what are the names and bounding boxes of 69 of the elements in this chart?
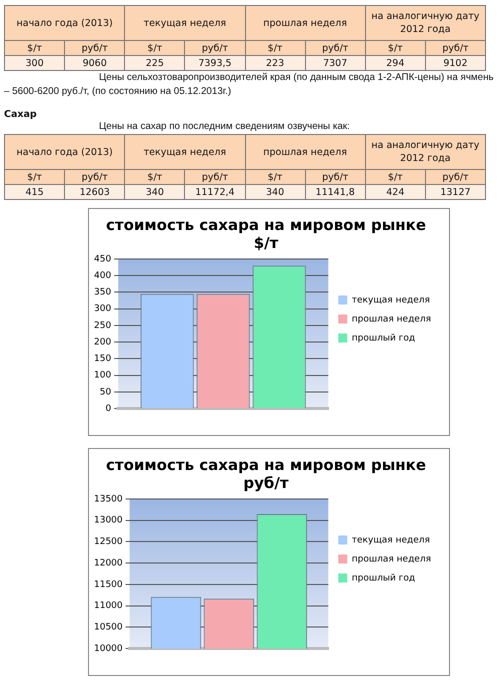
text: текущая неделя xyxy=(124,134,245,170)
y-tick-label: 150 xyxy=(94,354,112,364)
text: $/т xyxy=(245,170,306,184)
y-tick-label: 11500 xyxy=(94,580,123,590)
text: руб/т xyxy=(184,40,245,56)
y-tick-label: 250 xyxy=(94,320,112,331)
text: 7393,5 xyxy=(184,56,245,70)
text: руб/т xyxy=(305,40,366,56)
legend-label: прошлая неделя xyxy=(352,554,432,564)
chart-title: стоимость сахара на мировом рынке $/т xyxy=(106,216,426,252)
text: 225 xyxy=(124,56,185,70)
y-tick-label: 200 xyxy=(94,337,112,348)
text: Цены сельхозтоваропроизводителей края (по данным свода 1-2-АПК-цены) на ячмень – 5600-6200 руб./т, (по состоянию на 05.12.2013г.) xyxy=(3,71,495,99)
y-tick-label: 400 xyxy=(94,270,112,281)
text: $/т xyxy=(124,170,185,184)
chart-title: стоимость сахара на мировом рынке руб/т xyxy=(106,456,426,492)
legend-label: текущая неделя xyxy=(352,535,430,546)
text: 300 xyxy=(4,56,65,70)
text: 415 xyxy=(4,184,65,200)
text: руб/т xyxy=(425,40,486,56)
text: прошлая неделя xyxy=(245,6,366,40)
y-tick-label: 11000 xyxy=(94,601,123,612)
text: Цены на сахар по последним сведениям озвучены как: xyxy=(98,120,351,134)
y-tick-label: 13500 xyxy=(94,494,123,504)
text: 9060 xyxy=(64,56,125,70)
text: 13127 xyxy=(425,184,486,200)
text: 340 xyxy=(245,184,306,200)
text: $/т xyxy=(365,40,426,56)
text: прошлая неделя xyxy=(245,134,366,170)
y-tick-label: 300 xyxy=(94,304,112,314)
text: 11141,8 xyxy=(305,184,366,200)
text: $/т xyxy=(365,170,426,184)
y-tick-label: 50 xyxy=(100,387,112,398)
legend-label: прошлый год xyxy=(352,333,416,344)
y-tick-label: 12000 xyxy=(94,558,123,568)
y-tick-label: 13000 xyxy=(94,516,123,526)
y-tick-label: 10500 xyxy=(94,622,123,633)
text: $/т xyxy=(245,40,306,56)
y-tick-label: 12500 xyxy=(94,537,123,548)
text: 340 xyxy=(124,184,185,200)
text: Сахар xyxy=(3,109,38,120)
legend-label: прошлая неделя xyxy=(352,314,432,324)
text: руб/т xyxy=(64,170,125,184)
text: на аналогичную дату 2012 года xyxy=(365,6,486,40)
text: на аналогичную дату 2012 года xyxy=(365,134,486,170)
y-tick-label: 0 xyxy=(105,404,112,414)
text: 12603 xyxy=(64,184,125,200)
text: руб/т xyxy=(305,170,366,184)
text: 9102 xyxy=(425,56,486,70)
text: $/т xyxy=(124,40,185,56)
text: текущая неделя xyxy=(124,6,245,40)
y-tick-label: 10000 xyxy=(94,644,123,654)
text: 7307 xyxy=(305,56,366,70)
y-tick-label: 100 xyxy=(94,370,112,381)
text: руб/т xyxy=(64,40,125,56)
legend-label: текущая неделя xyxy=(352,295,430,306)
legend-label: прошлый год xyxy=(352,573,416,584)
text: 294 xyxy=(365,56,426,70)
text: 223 xyxy=(245,56,306,70)
text: 11172,4 xyxy=(184,184,245,200)
text: $/т xyxy=(4,40,65,56)
text: руб/т xyxy=(425,170,486,184)
text: 424 xyxy=(365,184,426,200)
y-tick-label: 450 xyxy=(94,254,112,264)
y-tick-label: 350 xyxy=(94,288,112,298)
text: $/т xyxy=(4,170,65,184)
text: руб/т xyxy=(184,170,245,184)
text: начало года (2013) xyxy=(4,6,125,40)
text: начало года (2013) xyxy=(4,134,125,170)
